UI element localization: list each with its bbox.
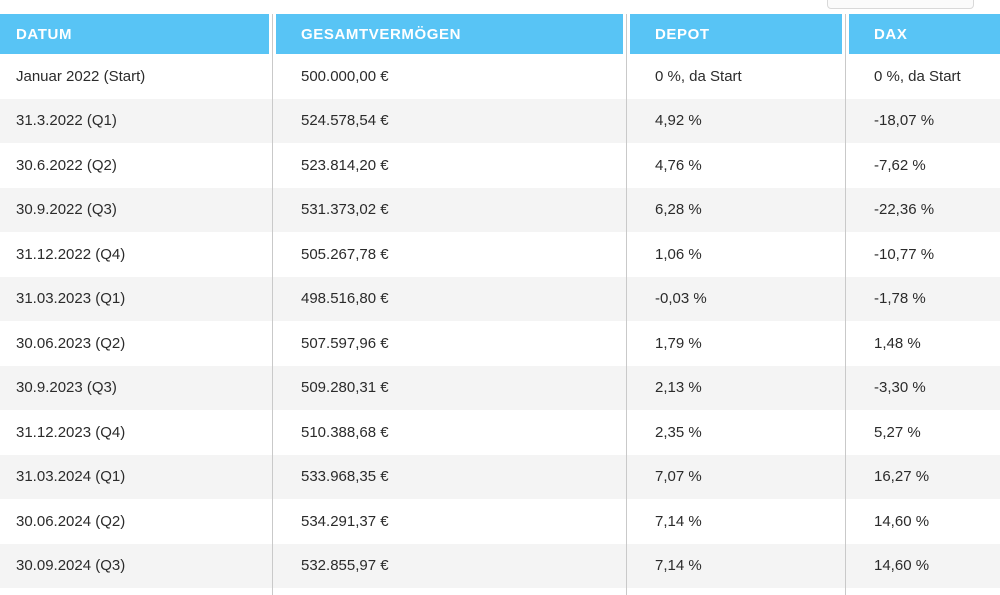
cell-datum: 30.9.2023 (Q3) [16,379,117,397]
table-row: 30.06.2024 (Q2) 534.291,37 € 7,14 % 14,6… [0,499,1000,544]
cell-datum: 30.9.2022 (Q3) [16,201,117,219]
cell-datum: 31.03.2023 (Q1) [16,290,126,308]
cell-datum [0,588,272,595]
table-row: 31.12.2022 (Q4) 505.267,78 € 1,06 % -10,… [0,232,1000,277]
table-row: 30.9.2023 (Q3) 509.280,31 € 2,13 % -3,30… [0,365,1000,410]
cell-gesamtvermoegen: 531.373,02 € [272,187,626,232]
cell-gesamtvermoegen: 523.814,20 € [272,143,626,188]
cutoff-top-button[interactable] [827,0,974,9]
cell-depot: 7,07 % [626,454,845,499]
cell-depot: -0,03 % [626,276,845,321]
cell-datum: 30.06.2024 (Q2) [16,512,126,530]
header-label-depot: DEPOT [630,14,842,54]
table-row: 30.06.2023 (Q2) 507.597,96 € 1,79 % 1,48… [0,321,1000,366]
table-row: 30.9.2022 (Q3) 531.373,02 € 6,28 % -22,3… [0,187,1000,232]
cell-depot: 6,28 % [626,187,845,232]
cell-dax: -7,62 % [845,143,1000,188]
cell-dax: 14,60 % [845,543,1000,588]
cell-depot: 1,06 % [626,232,845,277]
cell-depot: 7,14 % [626,543,845,588]
table-row: 30.6.2022 (Q2) 523.814,20 € 4,76 % -7,62… [0,143,1000,188]
cell-depot [626,588,845,595]
cell-dax: -10,77 % [845,232,1000,277]
cell-gesamtvermoegen: 534.291,37 € [272,499,626,544]
header-cell-datum: DATUM [0,14,272,54]
cell-gesamtvermoegen: 507.597,96 € [272,321,626,366]
cell-depot: 2,13 % [626,365,845,410]
cell-dax: -1,78 % [845,276,1000,321]
header-cell-depot: DEPOT [626,14,845,54]
cell-datum: 31.12.2023 (Q4) [16,423,126,441]
header-label-dax: DAX [849,14,1000,54]
cell-datum: 30.09.2024 (Q3) [16,557,126,575]
cell-depot: 4,92 % [626,98,845,143]
table-row: 31.12.2023 (Q4) 510.388,68 € 2,35 % 5,27… [0,410,1000,455]
cell-gesamtvermoegen [272,588,626,595]
header-cell-dax: DAX [845,14,1000,54]
cell-depot: 4,76 % [626,143,845,188]
header-cell-gesamtvermoegen: GESAMTVERMÖGEN [272,14,626,54]
table-row: 31.03.2023 (Q1) 498.516,80 € -0,03 % -1,… [0,276,1000,321]
cell-depot: 1,79 % [626,321,845,366]
cell-gesamtvermoegen: 532.855,97 € [272,543,626,588]
table-row-partial [0,588,1000,595]
cell-gesamtvermoegen: 498.516,80 € [272,276,626,321]
cell-gesamtvermoegen: 510.388,68 € [272,410,626,455]
header-label-datum: DATUM [0,14,269,54]
cell-depot: 7,14 % [626,499,845,544]
cell-dax: -18,07 % [845,98,1000,143]
cell-dax [845,588,1000,595]
cell-dax: -3,30 % [845,365,1000,410]
cell-datum: 30.6.2022 (Q2) [16,156,117,174]
table-row: 30.09.2024 (Q3) 532.855,97 € 7,14 % 14,6… [0,543,1000,588]
header-label-gesamtvermoegen: GESAMTVERMÖGEN [276,14,623,54]
cell-gesamtvermoegen: 509.280,31 € [272,365,626,410]
cell-gesamtvermoegen: 505.267,78 € [272,232,626,277]
cell-dax: 16,27 % [845,454,1000,499]
cell-gesamtvermoegen: 500.000,00 € [272,54,626,99]
cell-gesamtvermoegen: 524.578,54 € [272,98,626,143]
cell-dax: 0 %, da Start [845,54,1000,99]
table-row: 31.03.2024 (Q1) 533.968,35 € 7,07 % 16,2… [0,454,1000,499]
cell-datum: 30.06.2023 (Q2) [16,334,126,352]
table-row: Januar 2022 (Start) 500.000,00 € 0 %, da… [0,54,1000,99]
cell-dax: 1,48 % [845,321,1000,366]
cell-gesamtvermoegen: 533.968,35 € [272,454,626,499]
cell-datum: 31.03.2024 (Q1) [16,468,126,486]
table-row: 31.3.2022 (Q1) 524.578,54 € 4,92 % -18,0… [0,98,1000,143]
cell-datum: Januar 2022 (Start) [16,67,146,85]
cell-datum: 31.12.2022 (Q4) [16,245,126,263]
table-header-row: DATUM GESAMTVERMÖGEN DEPOT DAX [0,14,1000,54]
cell-datum: 31.3.2022 (Q1) [16,112,117,130]
cell-dax: 5,27 % [845,410,1000,455]
cell-dax: 14,60 % [845,499,1000,544]
performance-table: DATUM GESAMTVERMÖGEN DEPOT DAX Januar 20… [0,14,1000,595]
cell-depot: 2,35 % [626,410,845,455]
cell-depot: 0 %, da Start [626,54,845,99]
cell-dax: -22,36 % [845,187,1000,232]
